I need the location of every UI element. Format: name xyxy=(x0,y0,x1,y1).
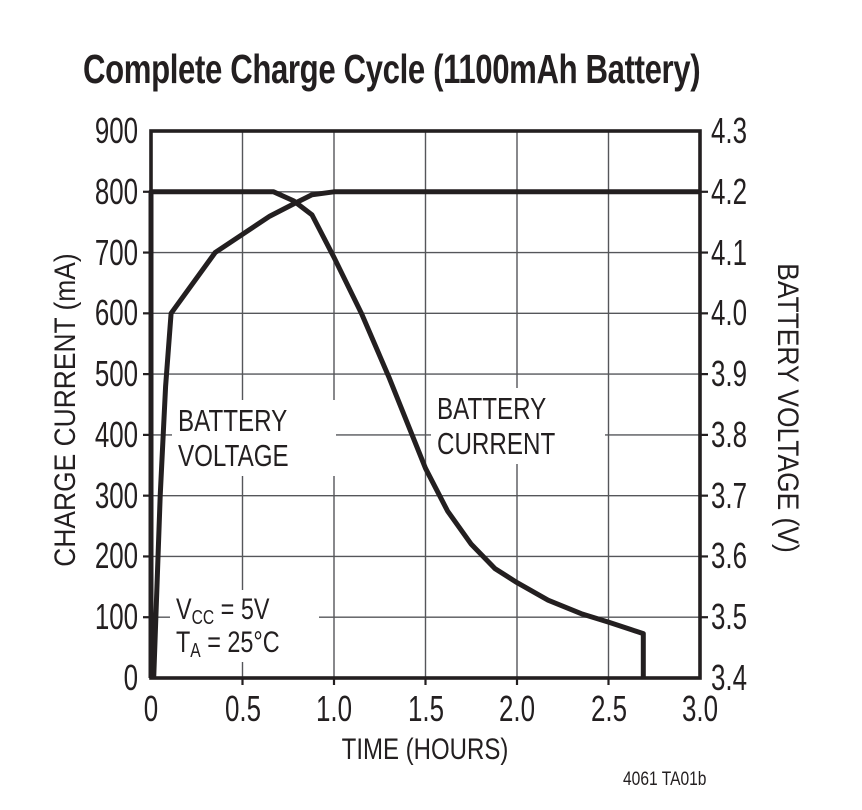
right-tick-label: 4.2 xyxy=(711,171,748,212)
chart-title: Complete Charge Cycle (1100mAh Battery) xyxy=(83,46,701,92)
left-tick-label: 900 xyxy=(94,110,138,151)
left-tick-label: 400 xyxy=(94,414,138,455)
battery-voltage-annotation: BATTERY VOLTAGE xyxy=(172,400,336,476)
left-tick-label: 100 xyxy=(94,596,138,637)
left-tick-label: 0 xyxy=(123,657,138,698)
right-tick-label: 3.7 xyxy=(711,475,748,516)
right-tick-label: 4.1 xyxy=(711,232,748,273)
left-tick-label: 600 xyxy=(94,292,138,333)
left-tick-label: 300 xyxy=(94,475,138,516)
x-tick-label: 2.0 xyxy=(498,688,536,729)
x-tick-label: 0.5 xyxy=(224,688,262,729)
right-tick-label: 3.6 xyxy=(711,535,748,576)
battery-current-annotation: BATTERY CURRENT xyxy=(431,388,605,464)
left-tick-label: 200 xyxy=(94,535,138,576)
x-tick-label: 1.0 xyxy=(315,688,353,729)
x-tick-label: 1.5 xyxy=(407,688,445,729)
right-tick-label: 3.4 xyxy=(711,657,748,698)
left-tick-label: 500 xyxy=(94,353,138,394)
right-tick-label: 3.5 xyxy=(711,596,748,637)
x-axis-title: TIME (HOURS) xyxy=(341,733,509,766)
right-tick-label: 3.8 xyxy=(711,414,748,455)
x-tick-label: 2.5 xyxy=(590,688,628,729)
plot-border xyxy=(149,129,702,680)
x-tick-label: 0 xyxy=(143,688,159,729)
x-tick-label: 3.0 xyxy=(681,688,719,729)
battery-current-line xyxy=(148,189,646,678)
figure-code: 4061 TA01b xyxy=(623,769,707,790)
right-tick-label: 4.0 xyxy=(711,292,748,333)
battery-voltage-line xyxy=(151,189,700,679)
test-conditions-annotation: VCC = 5V TA = 25°C xyxy=(170,590,319,662)
right-tick-label: 3.9 xyxy=(711,353,748,394)
left-tick-label: 700 xyxy=(94,232,138,273)
left-tick-label: 800 xyxy=(94,171,138,212)
right-tick-label: 4.3 xyxy=(711,110,748,151)
